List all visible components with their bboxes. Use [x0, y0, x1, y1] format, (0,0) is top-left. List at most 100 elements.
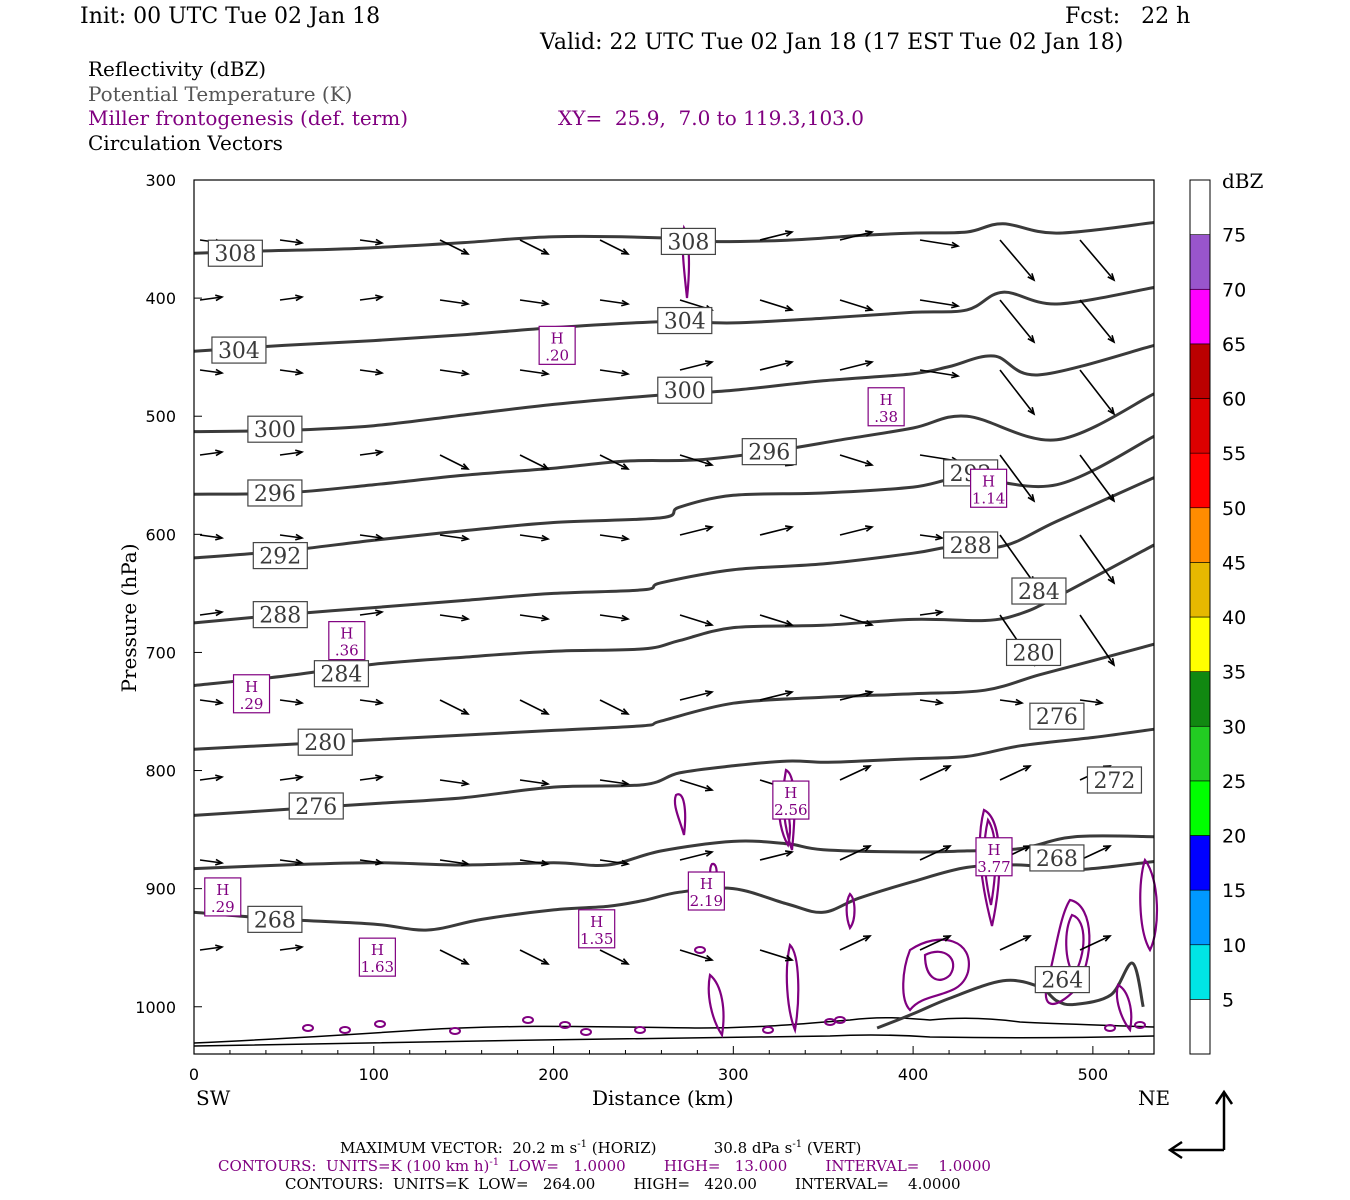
vector-shaft	[919, 765, 951, 781]
vector-head	[295, 698, 305, 706]
frontogenesis-contour-6	[845, 892, 856, 931]
vector-head	[862, 935, 872, 942]
circulation-vector	[519, 699, 550, 715]
frontogenesis-max-1p14: H1.14	[970, 468, 1008, 508]
frontogenesis-max-value: .29	[211, 898, 235, 916]
isentrope-label-text: 308	[667, 230, 709, 255]
vector-head	[295, 294, 305, 302]
circulation-vector	[919, 698, 945, 706]
circulation-vector	[759, 614, 794, 627]
colorbar-title: dBZ	[1222, 169, 1264, 193]
vector-shaft	[439, 699, 469, 715]
contours-purple-a: CONTOURS: UNITS=K (100 km h)	[218, 1157, 490, 1175]
circulation-vector	[279, 368, 305, 376]
max-vector-vert-exp: -1	[792, 1139, 803, 1150]
vector-shaft	[519, 699, 549, 715]
init-time: Init: 00 UTC Tue 02 Jan 18	[80, 4, 381, 29]
isentrope-label-308: 308	[207, 239, 263, 267]
colorbar-level-30: 30	[1222, 716, 1246, 738]
vector-head	[621, 614, 631, 622]
vector-head	[215, 858, 225, 866]
frontogenesis-max-letter: H	[700, 875, 713, 893]
vector-head	[215, 368, 225, 376]
frontogenesis-max-value: 3.77	[977, 858, 1010, 876]
vector-shaft	[919, 935, 951, 951]
vector-shaft	[279, 239, 303, 244]
frontogenesis-max-1p63: H1.63	[358, 937, 396, 977]
frontogenesis-contour-13	[785, 942, 800, 1035]
vector-shaft	[999, 369, 1035, 415]
circulation-vector	[919, 369, 961, 379]
vector-head	[620, 708, 630, 715]
vector-shaft	[999, 454, 1035, 502]
max-vector-line: MAXIMUM VECTOR: 20.2 m s-1 (HORIZ) 30.8 …	[340, 1139, 861, 1157]
vector-head	[540, 463, 550, 470]
circulation-vector	[199, 858, 225, 866]
isentrope-label-text: 284	[1018, 580, 1060, 605]
contours-theta: CONTOURS: UNITS=K LOW= 264.00 HIGH= 420.…	[285, 1175, 961, 1193]
isentrope-label-box	[1034, 965, 1090, 994]
circulation-vector	[359, 774, 385, 782]
vector-shaft	[759, 691, 793, 701]
circulation-vector	[519, 779, 551, 787]
frontogenesis-max-p29: H.29	[204, 877, 242, 917]
frontogenesis-max-2p19: H2.19	[687, 871, 725, 911]
isentrope-label-text: 276	[295, 795, 337, 820]
frontogenesis-max-box	[358, 937, 396, 977]
vector-head	[784, 360, 794, 367]
forecast-hour: Fcst: 22 h	[1065, 4, 1191, 29]
colorbar-bin-8	[1189, 562, 1211, 618]
frontogenesis-blob-8	[634, 1026, 646, 1034]
vector-head	[1015, 698, 1025, 706]
isentrope-label-box	[657, 306, 713, 335]
vector-head	[704, 459, 714, 467]
circulation-vector	[359, 449, 385, 457]
vector-head	[460, 248, 470, 255]
circulation-vector	[679, 690, 714, 701]
vector-shaft	[199, 859, 223, 864]
max-vector-vert: 30.8 dPa s	[713, 1139, 793, 1157]
max-vector-horiz-unit: (HORIZ)	[587, 1139, 657, 1157]
isentrope-label-288: 288	[943, 531, 999, 559]
vector-shaft	[279, 296, 303, 301]
circulation-vector	[199, 774, 225, 782]
vector-shaft	[519, 779, 549, 785]
colorbar-bin-5	[1189, 725, 1211, 782]
circulation-vector	[439, 859, 471, 867]
plot-frame	[193, 179, 1155, 1055]
frontogenesis-max-box	[867, 387, 905, 427]
isentrope-label-box	[313, 660, 370, 688]
isentrope-label-text: 288	[950, 534, 992, 559]
frontogenesis-max-letter: H	[987, 841, 1000, 859]
circulation-vector	[679, 779, 714, 792]
vector-shaft	[919, 699, 943, 704]
vector-shaft	[519, 299, 549, 305]
circulation-vector	[999, 239, 1036, 282]
isentrope-label-box	[211, 336, 267, 364]
colorbar-bin-12	[1189, 343, 1211, 399]
vector-head	[1107, 273, 1116, 282]
field-circulation: Circulation Vectors	[88, 131, 283, 155]
isentrope-label-box	[657, 376, 713, 404]
frontogenesis-max-box	[772, 780, 810, 820]
vector-shaft	[679, 614, 713, 626]
circulation-vector	[759, 360, 794, 371]
vector-shaft	[519, 454, 549, 470]
isentrope-label-text: 292	[259, 545, 301, 570]
circulation-vector	[839, 230, 874, 241]
x-tick-label-0: 0	[189, 1065, 199, 1084]
circulation-vector	[759, 949, 794, 962]
vector-shaft	[359, 699, 383, 704]
circulation-vector	[679, 360, 714, 371]
colorbar-bin-11	[1189, 398, 1211, 454]
circulation-vector	[359, 238, 385, 246]
y-tick-label-600: 600	[145, 525, 176, 544]
circulation-vector	[199, 698, 225, 706]
vector-shaft	[519, 614, 549, 620]
isentrope-label-280: 280	[297, 728, 353, 756]
frontogenesis-max-value: .20	[545, 346, 569, 364]
frontogenesis-max-letter: H	[216, 881, 229, 899]
colorbar-level-15: 15	[1222, 880, 1246, 902]
vector-head	[295, 944, 305, 952]
isentrope-label-box	[1005, 638, 1062, 667]
